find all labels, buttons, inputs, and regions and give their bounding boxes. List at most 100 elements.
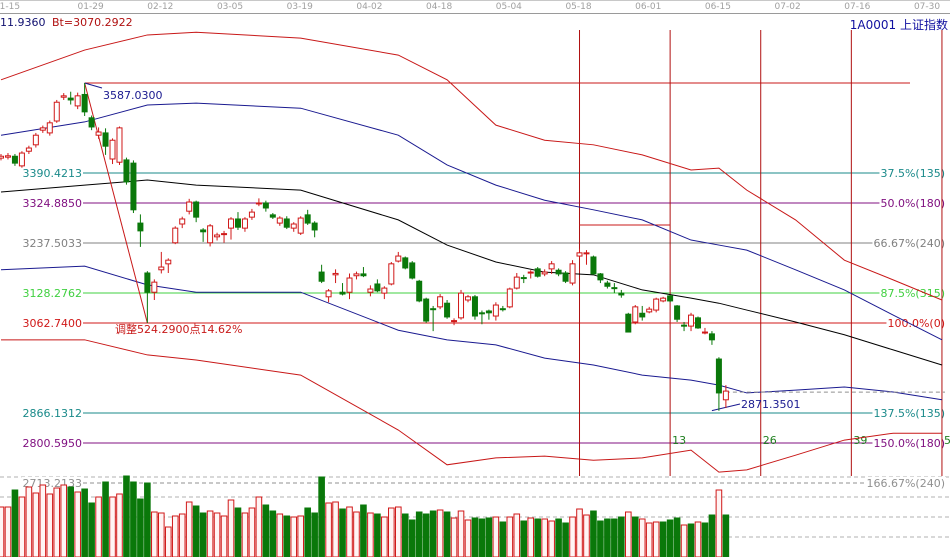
candle-body xyxy=(381,287,388,294)
candle-body xyxy=(130,162,137,211)
candle-body xyxy=(646,308,653,313)
fib-percent-label: 166.67%(240) xyxy=(866,477,945,490)
candle-body xyxy=(611,287,618,290)
volume-bar xyxy=(241,512,249,557)
candle xyxy=(555,268,562,277)
candle-body xyxy=(674,305,681,320)
candle-body xyxy=(569,263,576,284)
candle-body xyxy=(576,252,583,257)
candle xyxy=(471,294,478,320)
volume-bar xyxy=(408,519,416,557)
candle xyxy=(18,151,25,168)
candle-body xyxy=(116,127,123,163)
candle-body xyxy=(158,266,165,271)
candle xyxy=(464,294,471,303)
candle xyxy=(708,331,715,345)
candle xyxy=(597,272,604,284)
fib-time-label: 13 xyxy=(672,434,686,447)
volume-bar xyxy=(506,516,514,557)
volume-bar xyxy=(53,487,61,557)
candle-body xyxy=(39,127,46,131)
date-tick-label: 05-04 xyxy=(495,2,522,12)
candle-body xyxy=(193,201,200,218)
fib-percent-label-bg xyxy=(886,317,946,331)
date-tick-label: 06-01 xyxy=(635,2,662,12)
candle-body xyxy=(186,201,193,212)
volume-bar xyxy=(415,511,423,557)
fib-percent-label: 137.5%(135) xyxy=(873,407,945,420)
candle xyxy=(325,289,332,303)
candle xyxy=(60,93,67,100)
fib-price-label-bg xyxy=(21,317,83,331)
fib-percent-label: 37.5%(135) xyxy=(880,167,945,180)
volume-bar xyxy=(604,518,611,557)
volume-bar xyxy=(290,516,298,557)
candle xyxy=(207,224,214,247)
candle-body xyxy=(60,95,67,98)
volume-bar xyxy=(492,516,500,557)
candle xyxy=(590,255,597,275)
candle xyxy=(715,357,722,411)
volume-bar xyxy=(722,514,730,557)
date-tick-label: 01-29 xyxy=(77,2,104,12)
candle-body xyxy=(46,122,53,134)
swing-annotation: 调整524.2900点14.62% xyxy=(115,322,242,336)
candle-body xyxy=(318,271,325,282)
candle-body xyxy=(200,229,207,233)
candle-body xyxy=(639,312,646,318)
candle xyxy=(144,271,151,323)
candle xyxy=(46,120,53,136)
candle-body xyxy=(555,269,562,275)
candle-body xyxy=(444,302,451,318)
date-tick-label: 07-30 xyxy=(913,2,941,12)
candle-body xyxy=(353,273,360,277)
candle-body xyxy=(53,101,60,122)
volume-bar xyxy=(178,513,186,557)
candle xyxy=(562,271,569,284)
candle xyxy=(137,214,144,247)
volume-bar xyxy=(248,507,256,557)
candle xyxy=(262,200,269,212)
candle-body xyxy=(604,282,611,287)
info-bar: 11.9360 Bt=3070.2922 1A0001 上证指数 xyxy=(0,16,950,32)
candle-body xyxy=(597,273,604,281)
date-axis: 01-15 01-29 02-12 03-05 03-19 04-02 04-18 05-04… xyxy=(0,0,950,14)
candle-body xyxy=(701,331,708,334)
candle xyxy=(653,297,660,313)
volume-bar xyxy=(255,496,263,557)
candle xyxy=(332,269,339,284)
volume-bar xyxy=(171,515,179,557)
candle xyxy=(290,222,297,232)
candle xyxy=(646,306,653,314)
candle xyxy=(88,115,95,131)
fib-price-label-bg xyxy=(21,167,83,181)
candle-body xyxy=(708,333,715,341)
candle xyxy=(527,270,534,279)
candle-body xyxy=(81,93,88,113)
fib-percent-label-bg xyxy=(872,237,946,251)
candle-body xyxy=(234,218,241,228)
volume-bar xyxy=(422,513,430,557)
candle-body xyxy=(715,358,722,394)
volume-bar xyxy=(631,516,639,557)
volume-bar xyxy=(436,509,444,557)
candle xyxy=(444,299,451,319)
fib-price-label: 3062.7400 xyxy=(23,317,83,330)
fib-percent-label-bg xyxy=(872,437,946,451)
candle xyxy=(25,145,32,154)
candle xyxy=(451,318,458,326)
overlay-line xyxy=(1,339,942,473)
fib-percent-label-bg xyxy=(879,197,946,211)
date-tick-label: 02-12 xyxy=(147,2,174,12)
candle xyxy=(722,385,729,409)
volume-bar xyxy=(95,496,102,557)
symbol-title[interactable]: 1A0001 上证指数 xyxy=(849,18,948,32)
candle-body xyxy=(527,271,534,274)
candle-body xyxy=(681,324,688,327)
candle xyxy=(583,250,590,265)
candle-body xyxy=(688,314,695,327)
candle-body xyxy=(667,295,674,302)
candle-body xyxy=(346,277,353,293)
candle xyxy=(248,208,255,220)
